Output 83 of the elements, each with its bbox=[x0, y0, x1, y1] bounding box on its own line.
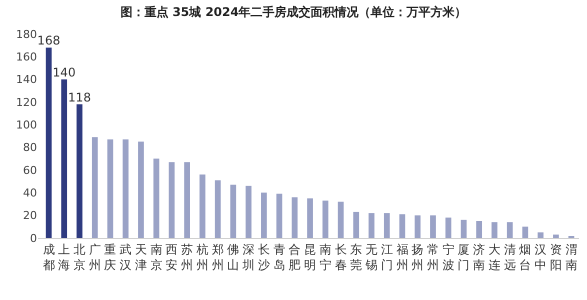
x-tick-label: 青岛 bbox=[273, 242, 286, 272]
bar bbox=[76, 104, 82, 238]
bar bbox=[522, 226, 528, 238]
y-tick-label: 80 bbox=[23, 141, 37, 154]
x-tick-label: 无锡 bbox=[364, 242, 378, 272]
x-tick-label: 扬州 bbox=[412, 242, 424, 272]
y-tick-label: 0 bbox=[30, 232, 37, 245]
bar bbox=[445, 218, 452, 238]
data-label: 140 bbox=[52, 65, 76, 80]
x-tick-label: 重庆 bbox=[104, 242, 116, 272]
bar bbox=[460, 220, 467, 238]
x-tick-label: 佛山 bbox=[227, 242, 240, 272]
x-tick-label: 南宁 bbox=[319, 242, 332, 272]
x-tick-label: 资阳 bbox=[550, 242, 562, 272]
bar bbox=[168, 162, 175, 238]
bar bbox=[107, 139, 114, 238]
bar bbox=[399, 214, 406, 238]
bar bbox=[292, 197, 298, 238]
bar bbox=[46, 48, 52, 238]
y-tick-label: 40 bbox=[23, 186, 37, 200]
bar bbox=[184, 162, 190, 238]
bar bbox=[506, 222, 513, 238]
data-label: 118 bbox=[68, 90, 91, 104]
y-tick-label: 160 bbox=[16, 50, 37, 64]
bar bbox=[246, 186, 252, 238]
y-tick-label: 140 bbox=[16, 73, 37, 86]
x-tick-label: 上海 bbox=[58, 242, 70, 272]
y-tick-label: 60 bbox=[23, 164, 37, 177]
bar bbox=[122, 139, 129, 238]
bar bbox=[384, 213, 390, 238]
x-tick-label: 杭州 bbox=[195, 242, 208, 272]
x-tick-label: 北京 bbox=[74, 242, 86, 272]
x-tick-label: 广州 bbox=[88, 242, 101, 272]
bar bbox=[492, 222, 498, 238]
bar bbox=[430, 215, 436, 238]
y-tick-label: 20 bbox=[23, 209, 37, 222]
data-label: 168 bbox=[37, 34, 60, 48]
bar bbox=[153, 158, 160, 238]
x-tick-label: 南京 bbox=[150, 242, 162, 272]
x-tick-label: 大连 bbox=[488, 242, 500, 272]
x-tick-label: 西安 bbox=[166, 242, 178, 272]
bar bbox=[538, 232, 544, 238]
bar bbox=[61, 79, 68, 238]
x-tick-label: 东莞 bbox=[350, 242, 362, 272]
x-tick-label: 渭南 bbox=[565, 242, 578, 272]
y-tick-label: 120 bbox=[16, 96, 37, 109]
x-tick-label: 合肥 bbox=[288, 242, 301, 272]
bar bbox=[338, 202, 344, 238]
bar bbox=[476, 221, 482, 238]
x-tick-label: 厦门 bbox=[458, 242, 470, 272]
x-tick-label: 宁波 bbox=[442, 242, 454, 272]
x-tick-label: 济南 bbox=[473, 242, 486, 272]
x-tick-label: 昆明 bbox=[304, 242, 316, 272]
x-tick-label: 江门 bbox=[380, 242, 393, 272]
bar bbox=[214, 180, 221, 238]
bar bbox=[322, 200, 328, 238]
bar bbox=[353, 212, 360, 238]
y-tick-label: 180 bbox=[16, 28, 37, 41]
bar bbox=[553, 234, 559, 238]
x-tick-label: 郑州 bbox=[212, 242, 224, 272]
bar bbox=[230, 184, 236, 238]
chart-title: 图：重点 35城 2024年二手房成交面积情况（单位：万平方米） bbox=[120, 4, 467, 19]
x-tick-label: 武汉 bbox=[120, 242, 132, 272]
bar bbox=[307, 198, 313, 238]
x-tick-label: 福州 bbox=[396, 242, 408, 272]
x-tick-label: 长沙 bbox=[258, 242, 270, 272]
bar bbox=[92, 137, 98, 238]
bar bbox=[414, 215, 421, 238]
bar bbox=[276, 194, 282, 238]
y-tick-label: 100 bbox=[16, 118, 37, 132]
x-tick-label: 长春 bbox=[334, 242, 347, 272]
bar bbox=[368, 213, 374, 238]
x-tick-label: 汉中 bbox=[534, 242, 547, 272]
bar bbox=[138, 142, 144, 238]
bar bbox=[261, 192, 267, 238]
x-tick-label: 苏州 bbox=[181, 242, 194, 272]
x-tick-label: 天津 bbox=[134, 242, 147, 272]
x-tick-label: 清远 bbox=[504, 242, 516, 272]
x-tick-label: 成都 bbox=[42, 242, 55, 272]
x-tick-label: 深圳 bbox=[242, 242, 255, 272]
bar bbox=[200, 174, 206, 238]
x-tick-label: 烟台 bbox=[519, 242, 532, 272]
x-tick-label: 常州 bbox=[426, 242, 439, 272]
